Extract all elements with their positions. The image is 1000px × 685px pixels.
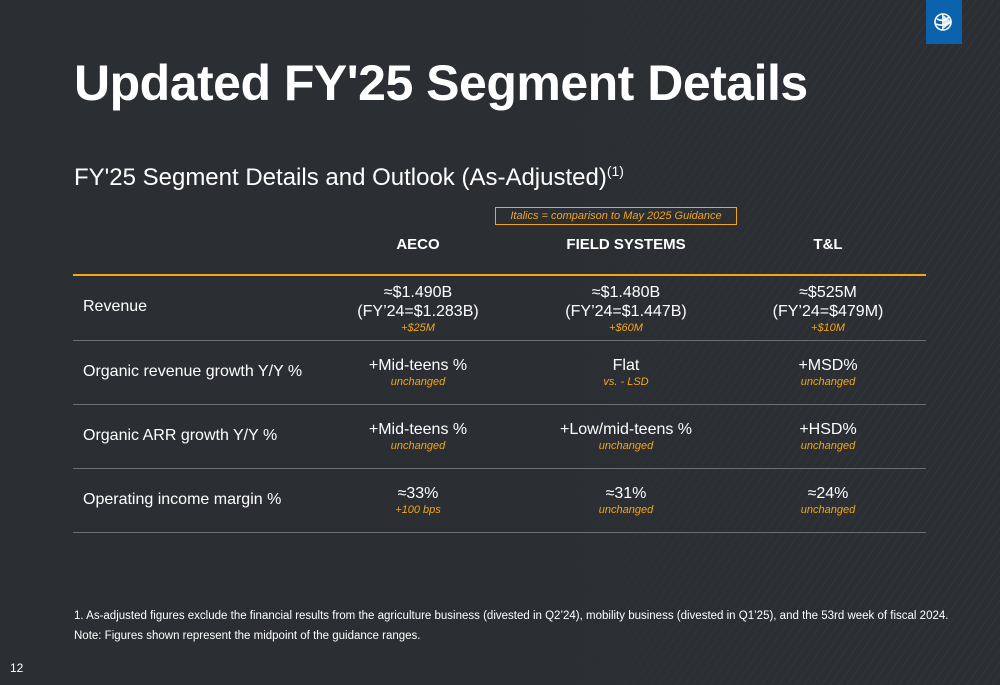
cell-value: +Mid-teens % — [368, 357, 468, 374]
cell-value: +Mid-teens % — [368, 421, 468, 438]
table-cell: +Mid-teens % unchanged — [318, 420, 518, 453]
cell-guidance-change: unchanged — [390, 440, 446, 452]
italics-legend-box: Italics = comparison to May 2025 Guidanc… — [495, 207, 737, 225]
cell-value: ≈33% — [397, 485, 439, 502]
table-header-divider — [73, 274, 926, 276]
column-header-tl: T&L — [813, 236, 843, 253]
page-title: Updated FY'25 Segment Details — [74, 55, 808, 111]
cell-value: ≈$525M — [799, 284, 857, 301]
row-label-organic-arr-growth: Organic ARR growth Y/Y % — [83, 427, 278, 444]
footnote-as-adjusted: 1. As-adjusted figures exclude the finan… — [74, 610, 949, 622]
footnote-midpoint-note: Note: Figures shown represent the midpoi… — [74, 630, 421, 642]
row-label-revenue: Revenue — [83, 298, 148, 315]
cell-value: ≈$1.480B — [591, 284, 661, 301]
cell-guidance-change: unchanged — [800, 440, 856, 452]
cell-value: Flat — [612, 357, 640, 374]
row-divider — [73, 468, 926, 469]
row-divider — [73, 404, 926, 405]
table-cell: +Mid-teens % unchanged — [318, 356, 518, 389]
cell-guidance-change: +$60M — [609, 322, 643, 334]
cell-value: +HSD% — [799, 421, 857, 438]
cell-value: ≈24% — [807, 485, 849, 502]
cell-guidance-change: +$10M — [811, 322, 845, 334]
cell-guidance-change: unchanged — [800, 504, 856, 516]
table-cell: ≈33% +100 bps — [318, 484, 518, 517]
table-cell: ≈$1.490B (FY’24=$1.283B) +$25M — [318, 283, 518, 335]
column-header-field-systems: FIELD SYSTEMS — [566, 236, 686, 253]
footnote-reference: (1) — [606, 163, 624, 179]
column-header-aeco: AECO — [396, 236, 440, 253]
cell-value-prior-year: (FY’24=$479M) — [772, 303, 884, 320]
cell-guidance-change: +$25M — [401, 322, 435, 334]
row-label-organic-revenue-growth: Organic revenue growth Y/Y % — [83, 363, 303, 380]
cell-value: +MSD% — [798, 357, 858, 374]
page-number: 12 — [10, 661, 24, 675]
company-logo-icon — [926, 0, 962, 44]
row-divider — [73, 532, 926, 533]
globe-logo-icon — [934, 13, 952, 31]
cell-value: ≈$1.490B — [383, 284, 453, 301]
cell-guidance-change: unchanged — [598, 504, 654, 516]
cell-guidance-change: +100 bps — [395, 504, 441, 516]
cell-guidance-change: unchanged — [390, 376, 446, 388]
table-cell: +Low/mid-teens % unchanged — [526, 420, 726, 453]
cell-value: ≈31% — [605, 485, 647, 502]
cell-value-prior-year: (FY’24=$1.283B) — [357, 303, 479, 320]
table-cell: +MSD% unchanged — [728, 356, 928, 389]
cell-guidance-change: unchanged — [598, 440, 654, 452]
table-cell: Flat vs. - LSD — [526, 356, 726, 389]
cell-guidance-change: vs. - LSD — [603, 376, 649, 388]
cell-value-prior-year: (FY’24=$1.447B) — [565, 303, 687, 320]
table-cell: +HSD% unchanged — [728, 420, 928, 453]
row-divider — [73, 340, 926, 341]
table-cell: ≈$525M (FY’24=$479M) +$10M — [728, 283, 928, 335]
cell-value: +Low/mid-teens % — [559, 421, 693, 438]
row-label-operating-income-margin: Operating income margin % — [83, 491, 282, 508]
cell-guidance-change: unchanged — [800, 376, 856, 388]
subtitle-text: FY'25 Segment Details and Outlook (As-Ad… — [74, 164, 607, 191]
table-cell: ≈24% unchanged — [728, 484, 928, 517]
table-cell: ≈31% unchanged — [526, 484, 726, 517]
table-cell: ≈$1.480B (FY’24=$1.447B) +$60M — [526, 283, 726, 335]
section-subtitle: FY'25 Segment Details and Outlook (As-Ad… — [74, 163, 624, 192]
